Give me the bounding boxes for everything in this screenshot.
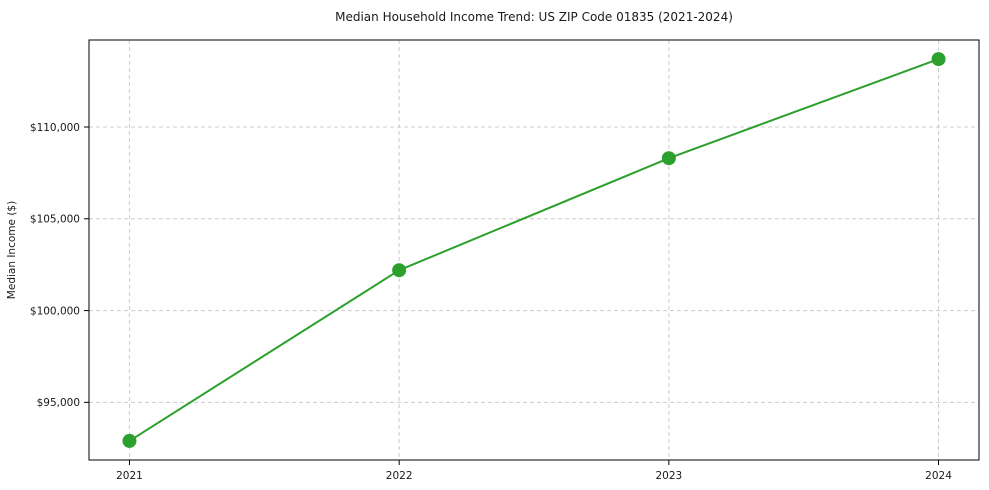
x-tick-label: 2023 — [655, 470, 682, 482]
x-tick-label: 2022 — [386, 470, 413, 482]
plot-border — [88, 39, 980, 461]
y-tick-label: $110,000 — [30, 122, 80, 134]
grid-layer — [89, 40, 979, 460]
y-tick-label: $105,000 — [30, 214, 80, 226]
data-point-marker — [661, 151, 676, 166]
x-tick-label: 2024 — [925, 470, 952, 482]
y-axis-label: Median Income ($) — [6, 201, 18, 299]
line-series — [128, 58, 940, 442]
data-point-marker — [931, 52, 946, 67]
data-point-marker — [122, 433, 137, 448]
y-tick-label: $95,000 — [37, 397, 80, 409]
series-layer — [122, 52, 946, 448]
axis-layer: $95,000 $100,000 $105,000 $110,000 2021 2022 2… — [30, 39, 980, 482]
y-tick-label: $100,000 — [30, 305, 80, 317]
x-tick-label: 2021 — [116, 470, 143, 482]
data-point-marker — [392, 263, 407, 278]
chart-title: Median Household Income Trend: US ZIP Co… — [335, 10, 733, 24]
